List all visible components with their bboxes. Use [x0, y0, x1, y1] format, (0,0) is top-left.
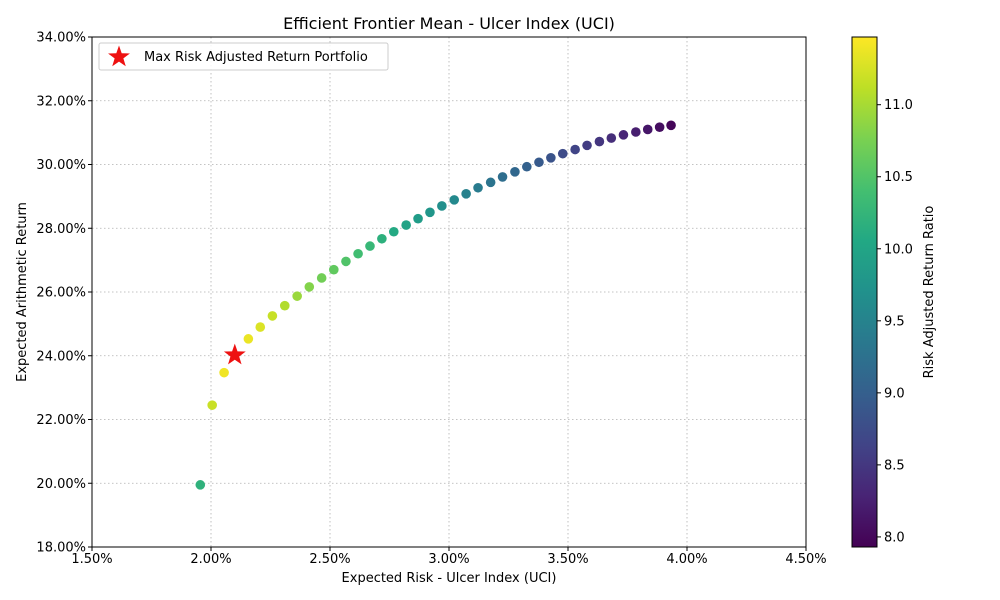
- scatter-point: [534, 157, 544, 168]
- colorbar-gradient: [851, 36, 878, 548]
- scatter-point: [631, 127, 641, 137]
- scatter-point: [522, 161, 532, 172]
- colorbar-ticks: 8.0 8.5 9.0 9.5 10.0 10.5 11.0: [877, 98, 913, 545]
- x-tick-label: 3.00%: [428, 552, 469, 567]
- scatter-point: [666, 120, 676, 131]
- x-tick-label: 3.50%: [547, 552, 588, 567]
- y-tick-label: 24.00%: [36, 349, 86, 364]
- scatter-point: [606, 133, 617, 143]
- max-portfolio-star: [223, 343, 246, 365]
- colorbar-tick-label: 9.0: [884, 386, 905, 401]
- legend: Max Risk Adjusted Return Portfolio: [98, 42, 389, 71]
- x-tick-label: 1.50%: [71, 552, 112, 567]
- y-tick-label: 30.00%: [36, 158, 86, 173]
- legend-star-marker: [108, 45, 130, 67]
- x-tick-label: 2.50%: [309, 552, 350, 567]
- x-axis-label: Expected Risk - Ulcer Index (UCI): [342, 571, 557, 586]
- scatter-point: [255, 322, 266, 332]
- scatter-point: [449, 195, 460, 205]
- x-tick-label: 4.00%: [666, 552, 707, 567]
- scatter-point: [207, 400, 217, 410]
- scatter-point: [497, 172, 508, 182]
- scatter-point: [329, 264, 339, 275]
- scatter-point: [485, 177, 496, 188]
- scatter-point: [377, 233, 387, 244]
- chart-title: Efficient Frontier Mean - Ulcer Index (U…: [283, 14, 615, 33]
- scatter-point: [243, 334, 254, 344]
- colorbar-label: Risk Adjusted Return Ratio: [922, 206, 937, 379]
- y-tick-label: 18.00%: [36, 541, 86, 556]
- scatter-point: [437, 201, 447, 211]
- colorbar: 8.0 8.5 9.0 9.5 10.0 10.5 11.0 Risk Adjusted R…: [851, 36, 937, 548]
- scatter-point: [546, 153, 556, 163]
- scatter-point: [279, 300, 290, 311]
- scatter-point: [594, 136, 605, 147]
- legend-box: [98, 42, 389, 71]
- colorbar-tick-label: 9.5: [884, 314, 905, 329]
- scatter-points: [195, 120, 676, 490]
- scatter-point: [461, 189, 471, 199]
- colorbar-tick-label: 11.0: [884, 98, 913, 113]
- y-axis-ticks: 18.00% 20.00% 22.00% 24.00% 26.00% 28.00% 30.0…: [36, 31, 92, 556]
- scatter-point: [267, 311, 278, 321]
- scatter-point: [557, 148, 568, 159]
- scatter-point: [304, 282, 315, 292]
- scatter-point: [195, 480, 206, 490]
- y-axis-label: Expected Arithmetic Return: [15, 202, 30, 382]
- x-axis-ticks: 1.50% 2.00% 2.50% 3.00% 3.50% 4.00% 4.50%: [71, 547, 827, 567]
- scatter-point: [425, 207, 435, 218]
- legend-star-icon: [108, 45, 130, 67]
- scatter-point: [365, 241, 375, 251]
- scatter-point: [316, 273, 327, 283]
- scatter-point: [582, 140, 592, 151]
- scatter-point: [292, 291, 302, 301]
- grid-lines: [91, 36, 807, 548]
- y-tick-label: 28.00%: [36, 222, 86, 237]
- colorbar-tick-label: 10.0: [884, 242, 913, 257]
- legend-label: Max Risk Adjusted Return Portfolio: [144, 50, 368, 65]
- scatter-point: [353, 248, 363, 259]
- scatter-point: [388, 226, 399, 237]
- colorbar-tick-label: 10.5: [884, 170, 913, 185]
- max-portfolio-marker: [223, 343, 246, 365]
- y-tick-label: 32.00%: [36, 94, 86, 109]
- scatter-point: [219, 367, 229, 378]
- scatter-point: [570, 144, 580, 155]
- colorbar-tick-label: 8.0: [884, 530, 905, 545]
- x-tick-label: 4.50%: [785, 552, 826, 567]
- colorbar-tick-label: 8.5: [884, 458, 905, 473]
- scatter-point: [401, 220, 411, 230]
- y-tick-label: 26.00%: [36, 286, 86, 301]
- scatter-point: [341, 256, 351, 267]
- y-tick-label: 20.00%: [36, 477, 86, 492]
- scatter-point: [642, 124, 653, 135]
- scatter-point: [654, 122, 665, 133]
- scatter-point: [473, 182, 483, 193]
- scatter-point: [510, 167, 520, 177]
- x-tick-label: 2.00%: [190, 552, 231, 567]
- scatter-point: [618, 130, 629, 140]
- scatter-point: [413, 213, 423, 224]
- y-tick-label: 22.00%: [36, 413, 86, 428]
- y-tick-label: 34.00%: [36, 31, 86, 46]
